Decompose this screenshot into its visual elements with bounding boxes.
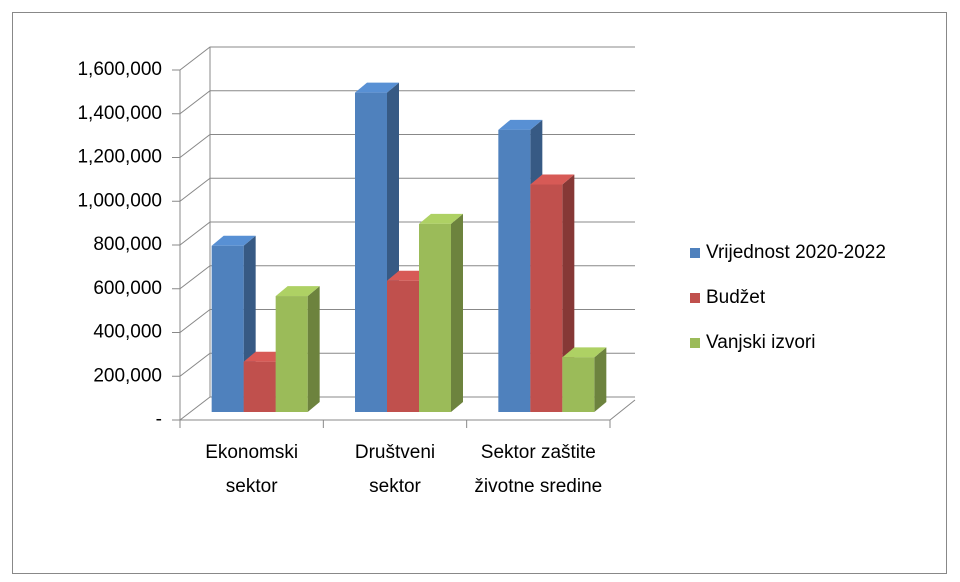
grid-line <box>172 134 635 158</box>
bar-top <box>562 347 607 358</box>
legend-label: Budžet <box>706 287 766 308</box>
bar <box>419 213 463 412</box>
grid-line <box>172 90 635 115</box>
x-tick-label: Sektor zaštite životne sredine <box>474 442 603 497</box>
bar-front <box>243 361 276 412</box>
bar-top <box>275 286 320 297</box>
bar <box>275 286 320 412</box>
bar-front <box>419 223 451 412</box>
bar-top <box>530 174 575 185</box>
bar-top <box>211 235 256 246</box>
y-tick-label: 1,400,000 <box>77 103 162 124</box>
bar-side <box>307 286 320 412</box>
bar-front <box>498 129 531 412</box>
y-tick-label: 600,000 <box>93 278 162 299</box>
bar-front <box>530 184 563 412</box>
legend-swatch <box>690 293 700 303</box>
bar-front <box>562 357 595 412</box>
bar-top <box>419 213 463 224</box>
bar-front <box>355 92 387 412</box>
x-tick-label: Društveni sektor <box>354 442 436 497</box>
bar-top <box>498 119 543 130</box>
bar-front <box>387 280 419 412</box>
legend-label: Vanjski izvori <box>706 332 815 353</box>
y-tick-label: - <box>156 409 162 430</box>
y-tick-label: 200,000 <box>93 365 162 386</box>
bar <box>530 174 575 412</box>
y-tick-label: 400,000 <box>93 322 162 343</box>
y-tick-label: 1,200,000 <box>77 147 162 168</box>
bar <box>562 347 607 412</box>
chart-border <box>12 12 947 574</box>
grid-line <box>172 46 635 71</box>
legend-swatch <box>690 338 700 348</box>
bar-side <box>594 347 607 412</box>
legend-swatch <box>690 248 700 258</box>
bar-front <box>211 245 244 412</box>
bar-front <box>275 296 308 412</box>
y-tick-label: 1,000,000 <box>77 190 162 211</box>
y-tick-label: 800,000 <box>93 234 162 255</box>
y-tick-label: 1,600,000 <box>77 59 162 80</box>
x-tick-label: Ekonomski sektor <box>205 442 299 497</box>
bar-side <box>451 213 463 412</box>
bar-top <box>355 82 399 93</box>
bar <box>211 235 256 412</box>
legend-label: Vrijednost 2020-2022 <box>706 242 886 263</box>
grid-line <box>172 177 635 202</box>
